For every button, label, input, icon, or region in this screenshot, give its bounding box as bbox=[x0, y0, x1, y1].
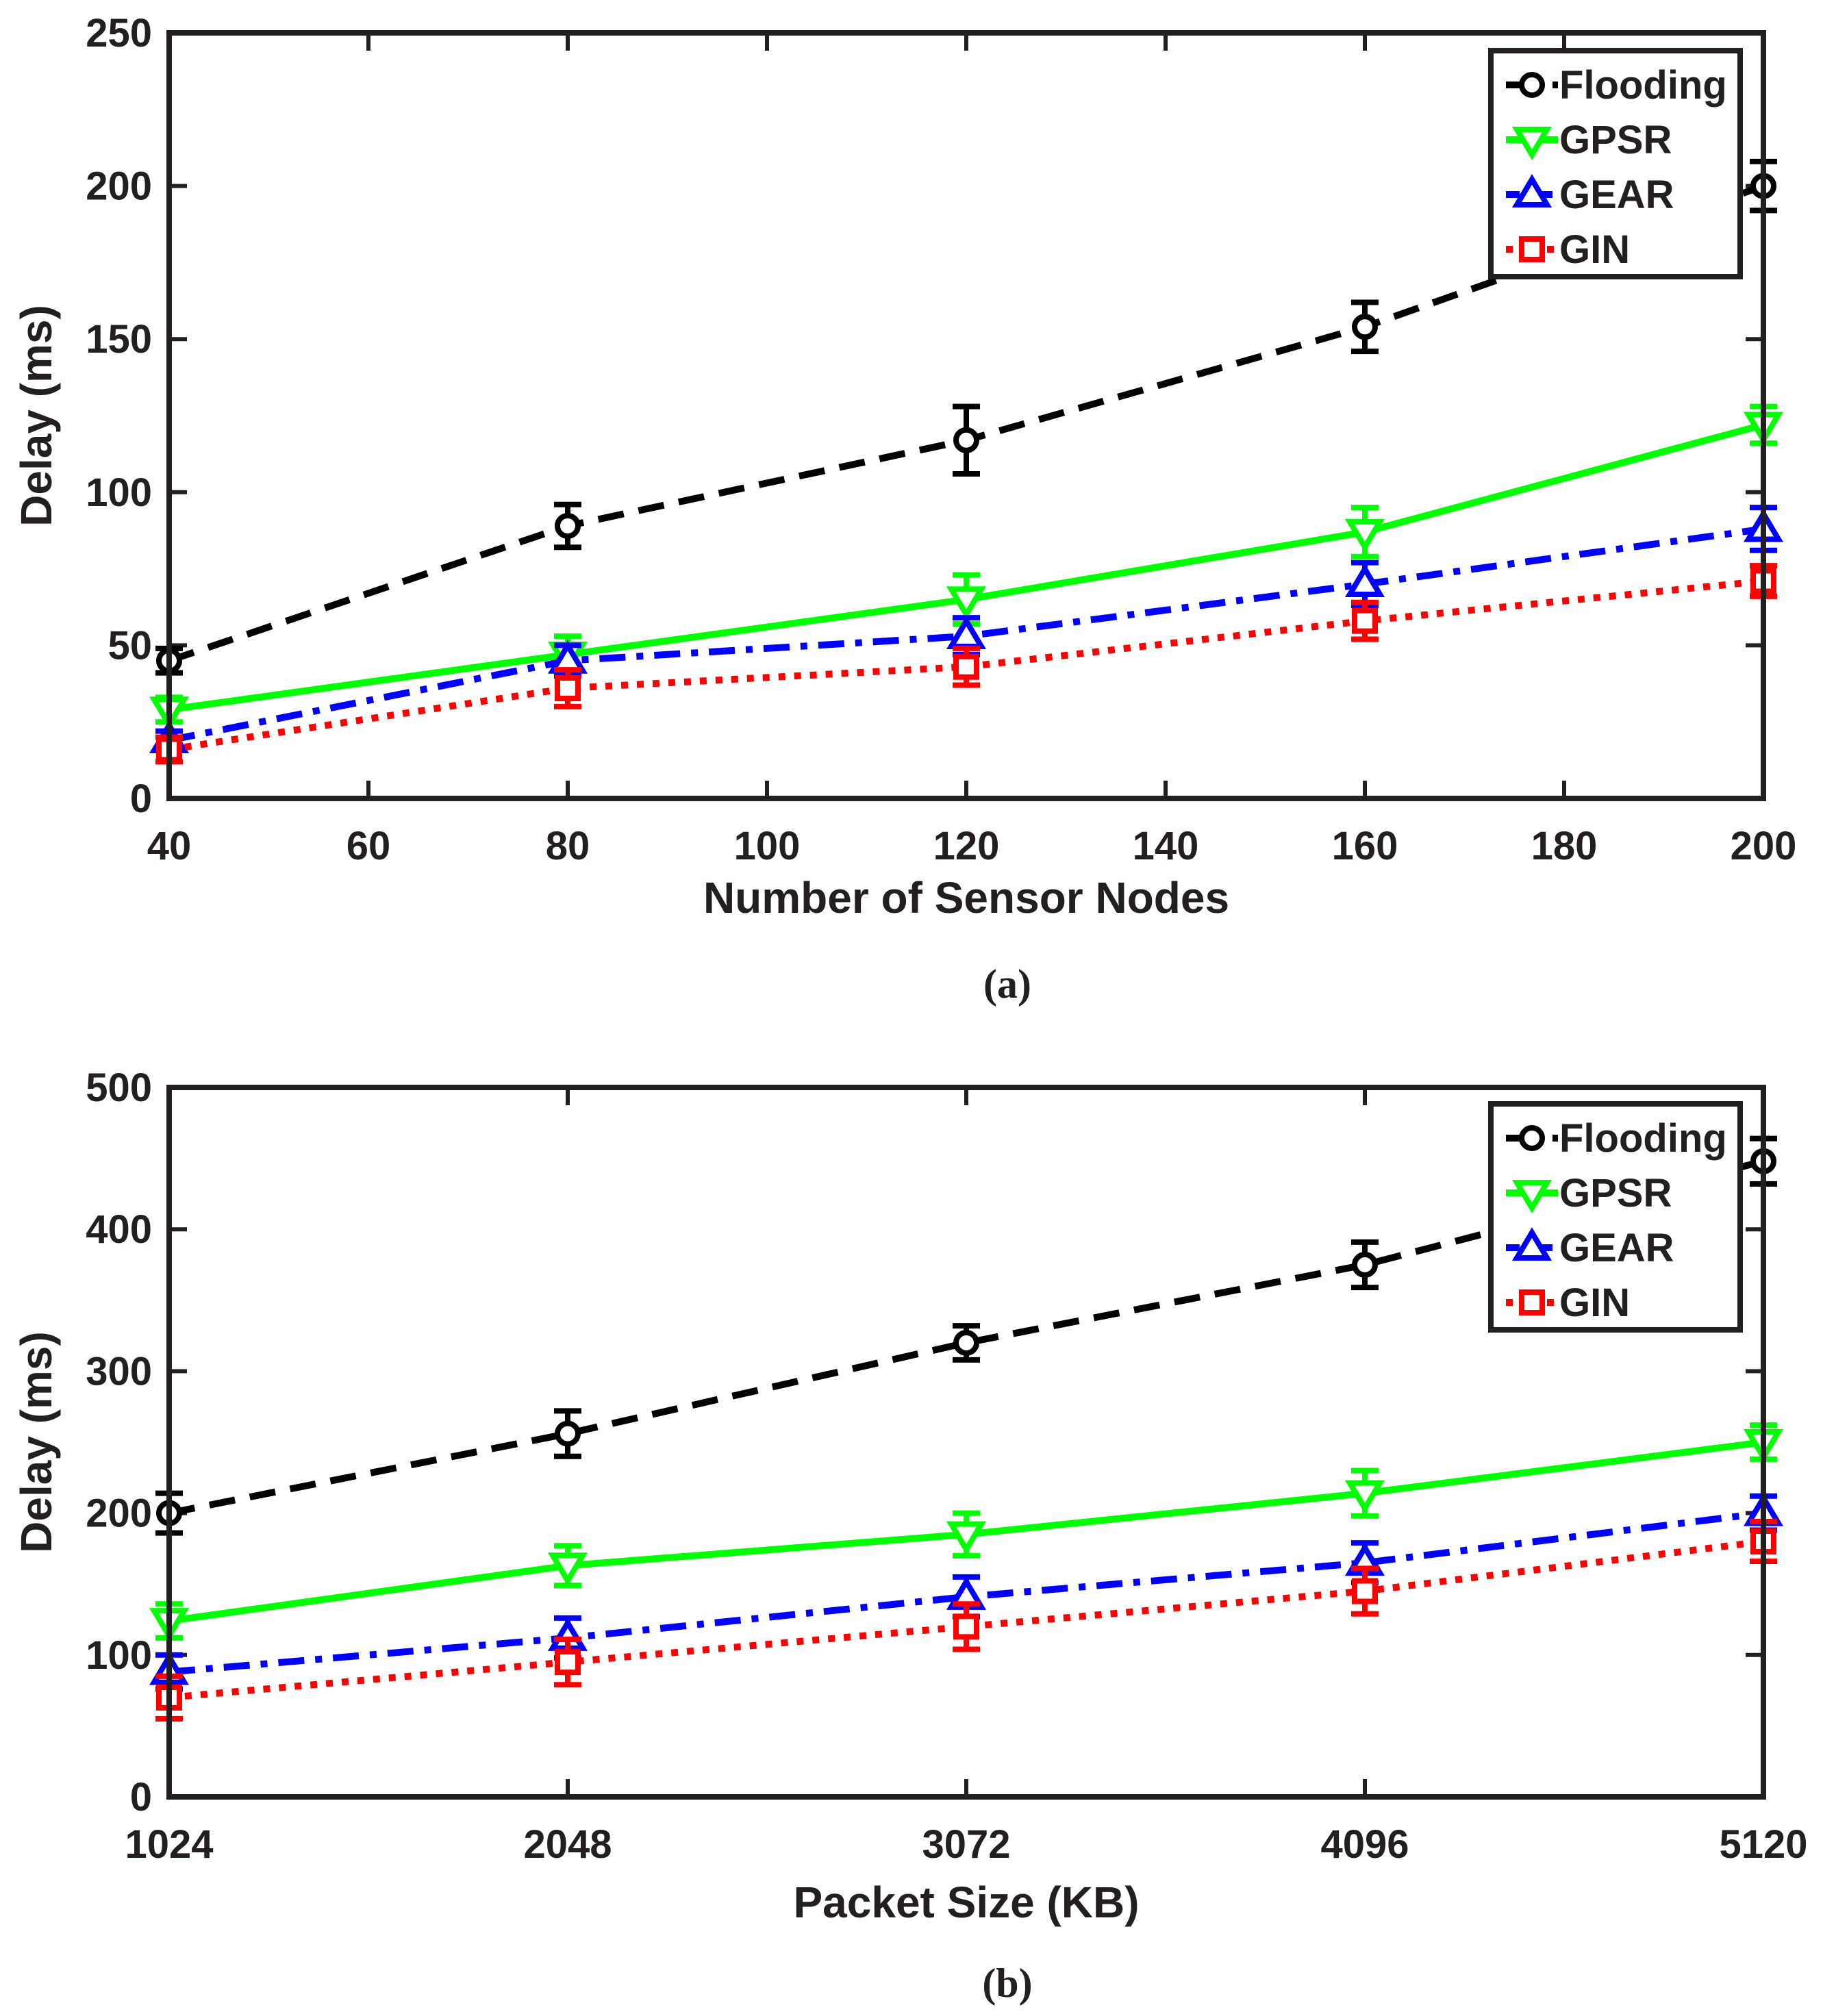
chart-a-y-tick-label: 200 bbox=[86, 164, 152, 209]
chart-b-legend-marker-flooding bbox=[1519, 1125, 1545, 1151]
chart-a-y-tick-label: 100 bbox=[86, 470, 152, 515]
chart-b-y-tick-label: 0 bbox=[130, 1775, 152, 1819]
chart-b-y-axis-label: Delay (ms) bbox=[12, 1331, 61, 1553]
chart-a-x-tick-label: 80 bbox=[546, 824, 590, 868]
chart-a-legend-label-gpsr: GPSR bbox=[1559, 118, 1672, 162]
chart-a-legend-marker-gear bbox=[1511, 174, 1552, 207]
chart-b-y-tick-label: 500 bbox=[86, 1066, 152, 1110]
chart-a-gin-point bbox=[1352, 607, 1378, 634]
chart-a-y-tick-label: 250 bbox=[86, 11, 152, 55]
chart-b-legend-label-gin: GIN bbox=[1559, 1281, 1630, 1325]
chart-b-y-tick-label: 200 bbox=[86, 1491, 152, 1536]
chart-a: 40 60 80 100 120 140 160 180 200 0 50 100 150 200 250 N… bbox=[12, 11, 1796, 1007]
chart-b-legend-marker-gin bbox=[1519, 1289, 1545, 1315]
chart-a-x-tick-label: 140 bbox=[1133, 824, 1199, 868]
chart-b-flooding-point bbox=[1352, 1252, 1378, 1278]
chart-a-x-tick-label: 180 bbox=[1531, 824, 1598, 868]
chart-b-gpsr-point bbox=[1344, 1480, 1385, 1514]
chart-a-flooding-point bbox=[1352, 314, 1378, 340]
chart-a-x-tick-label: 160 bbox=[1332, 824, 1398, 868]
chart-a-y-tick-label: 150 bbox=[86, 317, 152, 362]
chart-b-gpsr-point bbox=[946, 1521, 987, 1555]
chart-a-x-tick-label: 120 bbox=[933, 824, 1000, 868]
chart-a-legend-label-gear: GEAR bbox=[1559, 173, 1674, 217]
chart-a-legend-marker-gpsr bbox=[1511, 127, 1552, 160]
chart-a-y-tick-label: 50 bbox=[108, 623, 152, 668]
chart-a-legend-marker-flooding bbox=[1519, 72, 1545, 98]
chart-b-gin-point bbox=[555, 1649, 581, 1676]
chart-a-y-tick-label: 0 bbox=[130, 777, 152, 821]
chart-a-x-tick-label: 100 bbox=[734, 824, 801, 868]
chart-b-x-tick-label: 1024 bbox=[125, 1822, 213, 1867]
chart-a-x-tick-label: 40 bbox=[147, 824, 192, 868]
chart-a-gin-point bbox=[555, 675, 581, 702]
chart-b-flooding-point bbox=[555, 1420, 581, 1447]
chart-b-x-tick-label: 5120 bbox=[1719, 1822, 1807, 1867]
chart-b-x-tick-label: 3072 bbox=[922, 1822, 1010, 1867]
chart-b-x-tick-label: 2048 bbox=[523, 1822, 612, 1867]
chart-b-gpsr-point bbox=[547, 1552, 588, 1587]
chart-b-x-tick-label: 4096 bbox=[1320, 1822, 1409, 1867]
chart-b-gin-point bbox=[1352, 1578, 1378, 1604]
chart-a-gear-point bbox=[1344, 564, 1385, 597]
chart-a-x-axis-label: Number of Sensor Nodes bbox=[703, 873, 1229, 922]
chart-a-gin-line bbox=[168, 577, 1764, 753]
chart-a-legend-marker-gin bbox=[1519, 236, 1545, 262]
chart-b-legend: Flooding GPSR GEAR GIN bbox=[1488, 1101, 1743, 1333]
chart-b-y-tick-label: 400 bbox=[86, 1207, 152, 1252]
chart-b-legend-label-gear: GEAR bbox=[1559, 1226, 1674, 1270]
chart-b-y-tick-label: 100 bbox=[86, 1633, 152, 1678]
chart-a-x-tick-label: 200 bbox=[1731, 824, 1797, 868]
chart-a-flooding-point bbox=[953, 427, 979, 453]
chart-b-caption: (b) bbox=[982, 1961, 1032, 2006]
chart-a-legend-label-gin: GIN bbox=[1559, 227, 1630, 272]
chart-a-gpsr-point bbox=[946, 586, 987, 620]
chart-b-y-tick-label: 300 bbox=[86, 1349, 152, 1394]
chart-a-gpsr-point bbox=[1344, 518, 1385, 553]
chart-b-axes-box bbox=[166, 1085, 1766, 1800]
chart-a-caption: (a) bbox=[983, 961, 1031, 1007]
chart-a-flooding-point bbox=[555, 512, 581, 539]
chart-a-gin-point bbox=[953, 653, 979, 680]
chart-b-legend-label-flooding: Flooding bbox=[1559, 1116, 1727, 1161]
chart-b-gear-line bbox=[168, 1509, 1764, 1676]
chart-a-axes-box bbox=[166, 30, 1766, 801]
chart-b: 1024 2048 3072 4096 5120 0 100 200 300 400 500 Pack… bbox=[12, 1066, 1808, 2006]
chart-b-gin-point bbox=[953, 1613, 979, 1640]
chart-a-legend: Flooding GPSR GEAR GIN bbox=[1488, 48, 1743, 279]
chart-a-series-gpsr bbox=[149, 403, 1784, 731]
chart-b-flooding-point bbox=[953, 1329, 979, 1356]
chart-a-legend-label-flooding: Flooding bbox=[1559, 63, 1727, 108]
chart-a-x-tick-label: 60 bbox=[347, 824, 391, 868]
chart-a-y-axis-label: Delay (ms) bbox=[12, 305, 61, 527]
chart-b-legend-marker-gpsr bbox=[1511, 1180, 1552, 1213]
chart-b-legend-label-gpsr: GPSR bbox=[1559, 1171, 1672, 1215]
chart-b-legend-marker-gear bbox=[1511, 1227, 1552, 1261]
chart-b-x-axis-label: Packet Size (KB) bbox=[793, 1878, 1139, 1927]
